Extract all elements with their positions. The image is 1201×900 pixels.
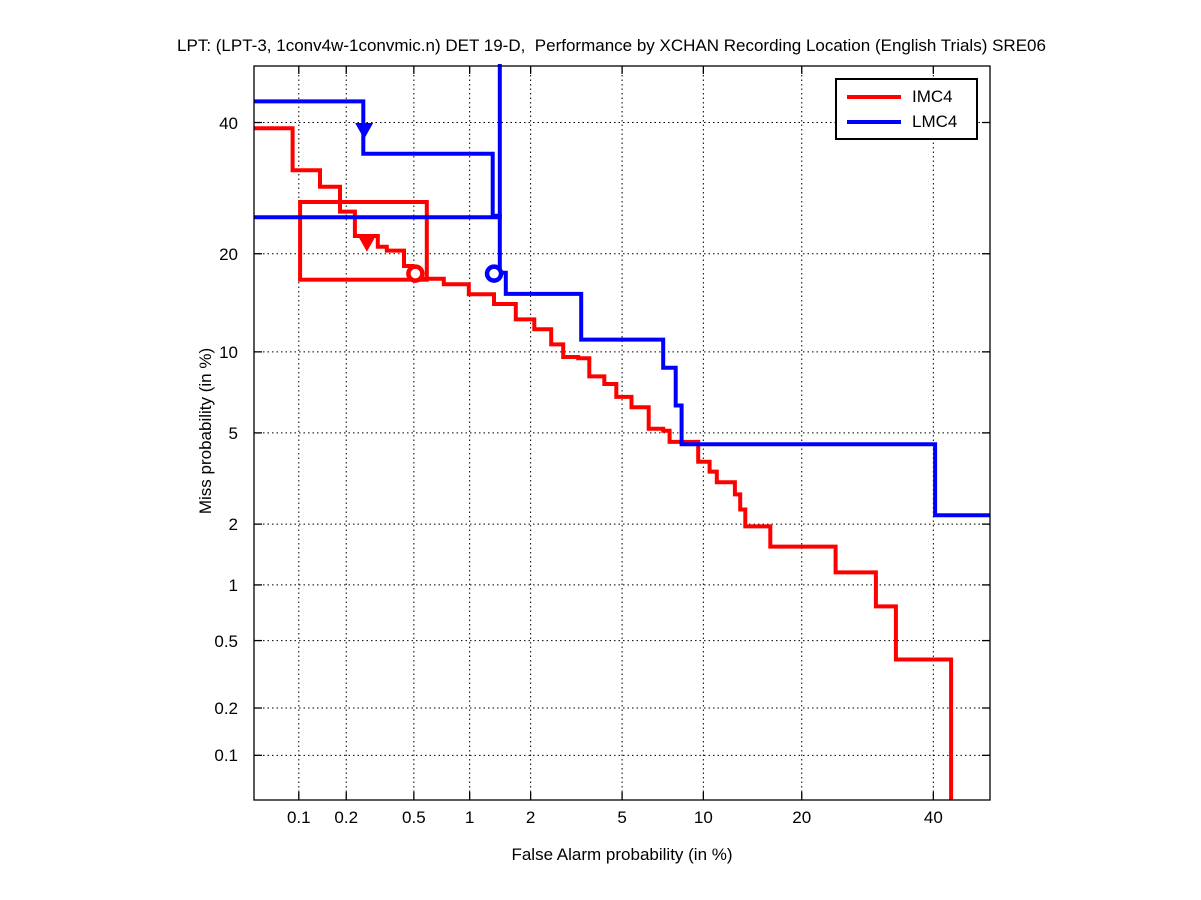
chart-title: LPT: (LPT-3, 1conv4w-1convmic.n) DET 19-… — [177, 36, 1046, 55]
y-tick-label: 5 — [228, 423, 238, 443]
x-tick-label: 5 — [617, 808, 627, 827]
imc4-opt-triangle-marker — [357, 235, 376, 252]
legend-item-lmc4: LMC4 — [847, 113, 966, 130]
y-tick-label: 40 — [219, 113, 238, 133]
x-axis-label: False Alarm probability (in %) — [511, 845, 733, 864]
lmc4-label: LMC4 — [912, 112, 958, 131]
x-tick-label: 0.1 — [286, 808, 311, 827]
x-tick-label: 0.2 — [334, 808, 359, 827]
x-tick-label: 20 — [792, 808, 812, 827]
imc4-line-swatch — [847, 94, 901, 99]
x-tick-label: 0.5 — [402, 808, 426, 827]
series-layer — [254, 64, 990, 800]
series-imc4 — [254, 126, 954, 800]
x-tick-label: 10 — [693, 808, 713, 827]
y-tick-label: 0.1 — [214, 746, 238, 766]
y-tick-label: 0.2 — [214, 699, 238, 719]
imc4-det-curve — [254, 126, 954, 800]
y-tick-label: 2 — [228, 515, 238, 535]
y-tick-label: 20 — [219, 244, 238, 264]
imc4-highlight-box — [298, 200, 429, 282]
legend: IMC4 LMC4 — [835, 78, 978, 140]
y-tick-label: 10 — [219, 342, 238, 362]
x-tick-label: 2 — [525, 808, 536, 827]
legend-item-imc4: IMC4 — [847, 88, 966, 105]
lmc4-line-swatch — [847, 119, 901, 124]
imc4-circle-marker — [406, 264, 425, 283]
y-tick-label: 0.5 — [214, 631, 238, 651]
gridlines — [254, 66, 990, 800]
series-lmc4 — [254, 64, 990, 518]
x-tick-label: 1 — [464, 808, 475, 827]
imc4-label: IMC4 — [912, 87, 953, 106]
y-tick-label: 1 — [228, 575, 238, 595]
x-tick-label: 40 — [923, 808, 943, 827]
lmc4-opt-triangle-marker — [355, 123, 374, 140]
lmc4-circle-marker — [484, 264, 504, 283]
lmc4-det-curve — [254, 99, 990, 518]
tick-marks — [254, 66, 990, 800]
